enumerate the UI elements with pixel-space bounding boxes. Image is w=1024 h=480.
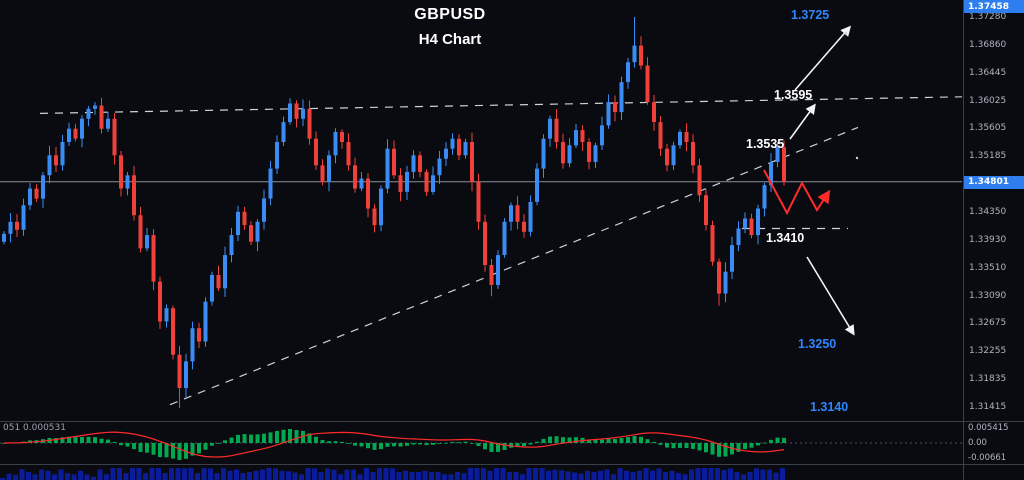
price-axis-label: 1.34350: [969, 206, 1007, 217]
scale-max-price-box: 1.37458: [963, 0, 1024, 13]
symbol-label: GBPUSD: [414, 6, 486, 23]
price-axis-label: 1.37280: [969, 12, 1007, 22]
chart-title: GBPUSD H4 Chart: [370, 6, 530, 48]
indicator-axis-min: -0.00661: [968, 453, 1007, 463]
price-axis-label: 1.36445: [969, 67, 1007, 78]
price-axis-label: 1.32255: [969, 346, 1007, 357]
indicator-axis-max: 0.005415: [968, 423, 1009, 433]
price-axis-label: 1.32675: [969, 318, 1007, 329]
price-axis-label: 1.31415: [969, 402, 1007, 412]
current-price-box: 1.34801: [963, 175, 1024, 189]
indicator-axis[interactable]: 0.005415 0.00 -0.00661: [963, 422, 1024, 464]
indicator-axis-zero: 0.00: [968, 438, 987, 448]
candlestick-plot[interactable]: [0, 0, 963, 421]
price-axis-label: 1.33090: [969, 290, 1007, 301]
price-axis-label: 1.31835: [969, 374, 1007, 385]
panel-separator-2[interactable]: [0, 464, 1024, 465]
indicator-values-label: 051 0.000531: [3, 423, 66, 433]
price-axis-label: 1.33930: [969, 234, 1007, 245]
volume-strip-panel[interactable]: [0, 465, 1024, 480]
price-axis[interactable]: 1.37280 1.36860 1.36445 1.36025 1.35605 1.351…: [963, 0, 1024, 421]
annotation-price-label: 1.3535: [746, 137, 785, 151]
annotation-price-label: 1.3250: [798, 337, 837, 351]
timeframe-label: H4 Chart: [418, 31, 482, 48]
annotation-price-label: 1.3410: [766, 231, 805, 245]
price-axis-label: 1.36025: [969, 95, 1007, 106]
annotation-price-label: 1.3140: [810, 400, 849, 414]
axis-separator: [963, 0, 964, 480]
osma-indicator-panel[interactable]: [0, 422, 963, 464]
price-axis-label: 1.36860: [969, 39, 1007, 50]
annotation-price-label: 1.3595: [774, 88, 813, 102]
price-axis-label: 1.35185: [969, 151, 1007, 162]
price-axis-label: 1.35605: [969, 123, 1007, 134]
annotation-price-label: 1.3725: [791, 8, 830, 22]
panel-separator[interactable]: [0, 421, 1024, 422]
price-axis-label: 1.33510: [969, 262, 1007, 273]
